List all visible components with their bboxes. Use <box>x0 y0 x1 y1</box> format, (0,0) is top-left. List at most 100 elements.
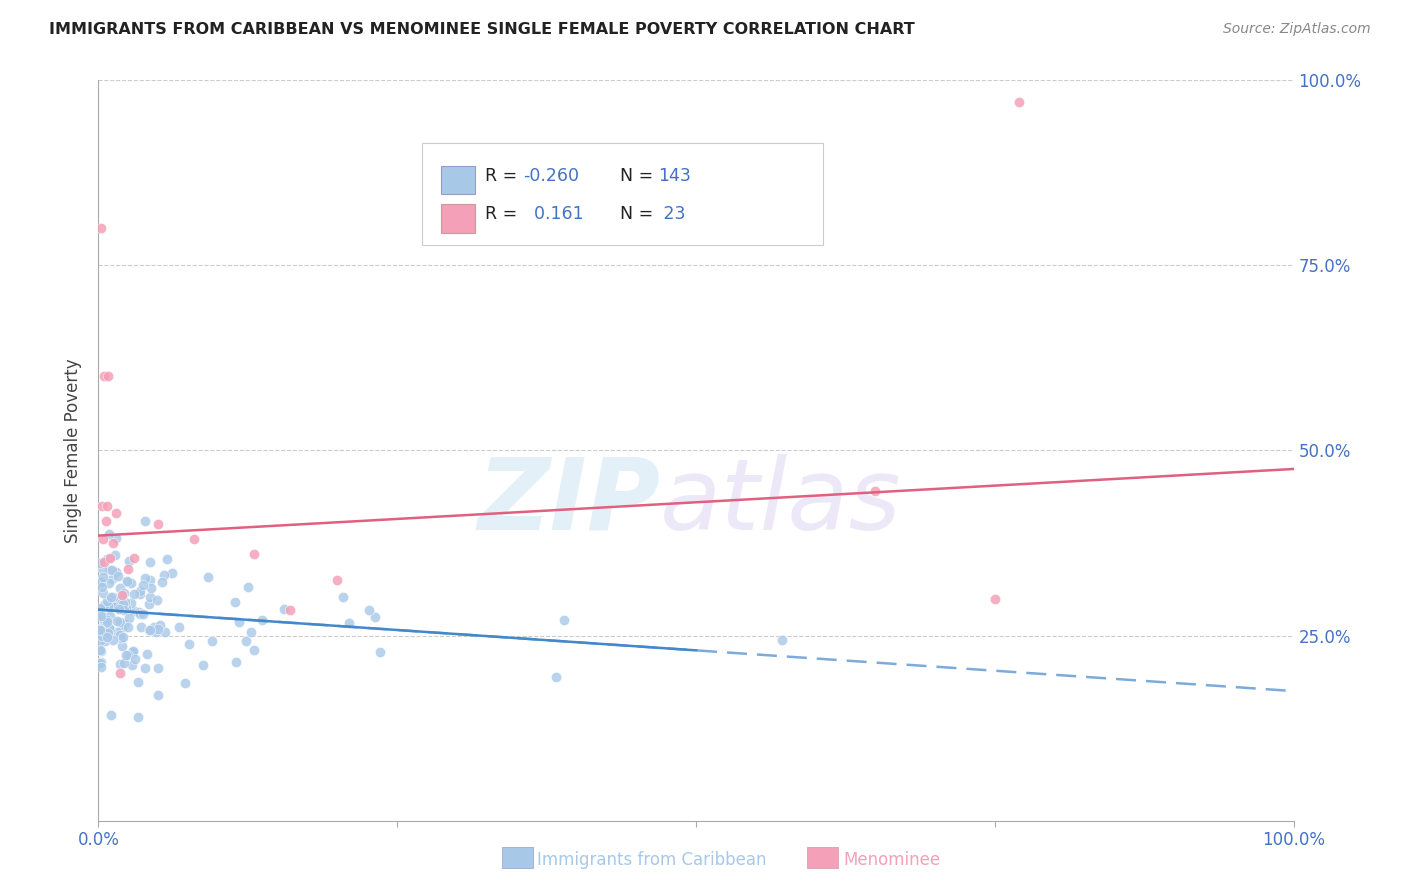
Point <box>118 553 141 567</box>
Text: 0.161: 0.161 <box>523 205 583 223</box>
Point <box>153 625 176 640</box>
Text: 23: 23 <box>658 205 686 223</box>
Point <box>104 565 127 579</box>
Point <box>111 597 134 611</box>
Point <box>112 630 135 644</box>
Point <box>332 590 354 604</box>
Point <box>89 556 111 570</box>
Point <box>90 221 112 235</box>
Point <box>117 562 139 576</box>
Point <box>91 580 114 594</box>
Point <box>278 602 301 616</box>
Point <box>112 586 135 600</box>
Point <box>139 624 162 638</box>
Point <box>90 608 112 623</box>
Point <box>111 621 134 635</box>
Point <box>138 598 160 612</box>
Point <box>98 608 121 623</box>
Point <box>91 533 114 547</box>
Point <box>97 527 120 541</box>
Point <box>105 531 128 545</box>
Point <box>112 656 135 670</box>
Point <box>110 631 132 645</box>
Point <box>235 634 257 648</box>
Point <box>96 630 118 644</box>
Point <box>101 572 124 586</box>
Point <box>337 616 360 631</box>
Point <box>129 607 152 622</box>
Point <box>114 595 136 609</box>
Point <box>93 369 115 384</box>
Point <box>100 708 122 723</box>
Point <box>770 633 793 648</box>
Point <box>96 551 118 566</box>
Point <box>118 611 141 625</box>
Point <box>117 574 139 589</box>
Point <box>115 648 138 662</box>
Point <box>107 602 129 616</box>
Point <box>193 658 215 673</box>
Point <box>127 674 149 689</box>
Point <box>160 566 183 580</box>
Point <box>124 651 146 665</box>
Point <box>368 644 391 658</box>
Point <box>93 633 115 648</box>
Point <box>138 555 160 569</box>
Point <box>146 688 169 702</box>
Point <box>146 622 169 636</box>
Point <box>273 601 295 615</box>
Point <box>108 581 131 595</box>
Point <box>105 614 128 628</box>
Point <box>91 563 114 577</box>
Point <box>100 590 122 604</box>
Point <box>90 660 112 674</box>
Point <box>115 601 138 615</box>
Point <box>128 605 150 619</box>
Point <box>117 620 139 634</box>
Point <box>364 609 387 624</box>
Point <box>134 514 156 528</box>
Point <box>148 661 170 675</box>
Point <box>89 623 111 637</box>
Text: Immigrants from Caribbean: Immigrants from Caribbean <box>537 851 766 869</box>
Point <box>132 607 155 621</box>
Point <box>150 574 173 589</box>
Point <box>111 639 134 653</box>
Point <box>120 596 142 610</box>
Text: ZIP: ZIP <box>477 454 661 550</box>
Point <box>173 676 195 690</box>
Point <box>98 622 121 636</box>
Point <box>112 617 135 632</box>
Point <box>148 517 170 532</box>
Point <box>97 575 120 590</box>
Point <box>224 595 246 609</box>
Point <box>90 656 112 670</box>
Point <box>143 620 166 634</box>
Point <box>89 601 111 615</box>
Point <box>104 597 127 611</box>
Point <box>129 583 152 598</box>
Point <box>91 629 114 643</box>
Point <box>129 620 152 634</box>
Legend: R = -0.260   N = 143, R =   0.161   N =  23: R = -0.260 N = 143, R = 0.161 N = 23 <box>524 93 772 166</box>
Point <box>865 484 887 499</box>
Point <box>89 634 111 648</box>
Point <box>93 555 115 569</box>
Point <box>111 588 134 602</box>
Point <box>110 657 132 672</box>
Point <box>134 661 156 675</box>
Point <box>359 602 381 616</box>
Point <box>121 658 143 673</box>
Point <box>90 575 112 590</box>
Point <box>91 622 114 636</box>
Point <box>105 625 128 640</box>
Point <box>96 630 118 644</box>
Point <box>98 550 122 565</box>
Point <box>326 573 349 587</box>
Point <box>94 624 117 639</box>
Point <box>121 645 143 659</box>
Point <box>250 613 273 627</box>
Point <box>127 710 149 724</box>
Point <box>97 628 120 642</box>
Point <box>121 644 143 658</box>
